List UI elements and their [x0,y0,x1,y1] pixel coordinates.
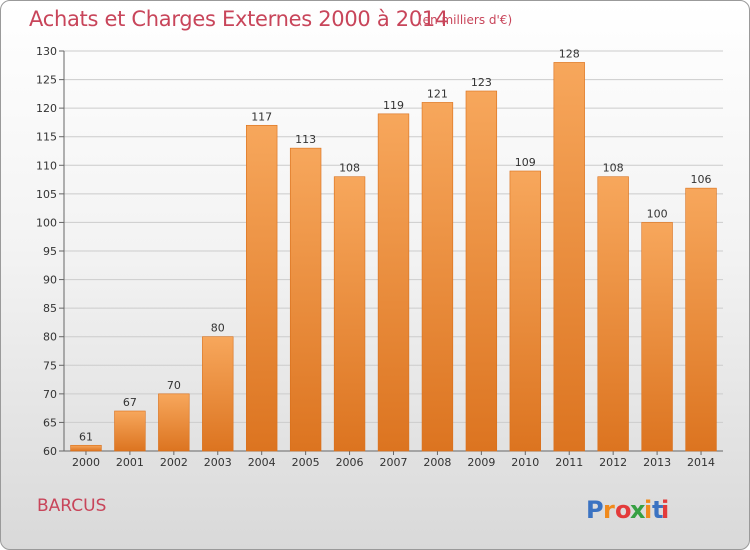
bar-2008 [421,102,454,452]
chart-unit-note: (en milliers d'€) [418,13,513,27]
x-tick-label-2013: 2013 [643,456,671,469]
value-label-2002: 70 [167,379,181,392]
value-label-2011: 128 [559,47,580,60]
bar-2010 [509,170,541,452]
bar-2001 [114,410,146,452]
logo-letter: r [603,496,615,524]
bar-2002 [158,393,190,452]
value-label-2008: 121 [427,87,448,100]
value-label-2013: 100 [647,207,668,220]
logo-letter: i [644,496,652,524]
bar-2005 [289,147,322,452]
logo-letter: P [586,496,604,524]
value-label-2009: 123 [471,76,492,89]
x-tick-label-2011: 2011 [555,456,583,469]
x-tick-label-2012: 2012 [599,456,627,469]
y-tick-label: 80 [43,331,57,344]
y-tick-label: 60 [43,445,57,458]
y-tick-label: 125 [36,74,57,87]
chart-title: Achats et Charges Externes 2000 à 2014 [29,7,449,31]
x-tick-label-2001: 2001 [116,456,144,469]
x-tick-label-2009: 2009 [467,456,495,469]
x-tick-label-2014: 2014 [687,456,715,469]
value-label-2010: 109 [515,156,536,169]
y-tick-label: 100 [36,216,57,229]
bar-2011 [553,62,585,452]
labels: 60 65 70 75 80 85 90 95 100 105 110 115 120 125 130 61 2… [36,45,715,469]
value-label-2014: 106 [691,173,712,186]
value-label-2012: 108 [603,162,624,175]
bar-2004 [246,124,278,452]
x-tick-label-2007: 2007 [380,456,408,469]
y-tick-label: 85 [43,302,57,315]
x-tick-label-2004: 2004 [248,456,276,469]
value-label-2000: 61 [79,430,93,443]
y-tick-label: 95 [43,245,57,258]
logo-letter: i [661,496,669,524]
x-tick-label-2008: 2008 [423,456,451,469]
value-label-2007: 119 [383,99,404,112]
y-tick-label: 70 [43,388,57,401]
value-label-2005: 113 [295,133,316,146]
logo-letter: x [630,496,646,524]
y-tick-label: 65 [43,416,57,429]
y-tick-label: 120 [36,102,57,115]
bar-2012 [597,176,629,452]
x-tick-label-2002: 2002 [160,456,188,469]
bar-2007 [377,113,410,452]
value-label-2003: 80 [211,322,225,335]
x-tick-label-2010: 2010 [511,456,539,469]
bar-2014 [685,187,717,452]
x-tick-label-2003: 2003 [204,456,232,469]
x-tick-label-2000: 2000 [72,456,100,469]
value-label-2004: 117 [251,110,272,123]
y-tick-label: 115 [36,131,57,144]
bar-2006 [333,176,366,452]
bar-2003 [202,336,234,452]
x-tick-label-2006: 2006 [336,456,364,469]
value-label-2001: 67 [123,396,137,409]
y-tick-label: 75 [43,359,57,372]
y-tick-label: 90 [43,274,57,287]
bar-2009 [465,90,498,452]
y-tick-label: 110 [36,159,57,172]
location-label: BARCUS [37,496,107,516]
logo-letter: o [615,496,632,524]
bars [70,62,717,452]
bar-2000 [70,444,102,452]
value-label-2006: 108 [339,162,360,175]
bar-2013 [641,222,673,452]
x-tick-label-2005: 2005 [292,456,320,469]
logo-letter: t [652,496,663,524]
y-tick-label: 130 [36,45,57,58]
y-tick-label: 105 [36,188,57,201]
